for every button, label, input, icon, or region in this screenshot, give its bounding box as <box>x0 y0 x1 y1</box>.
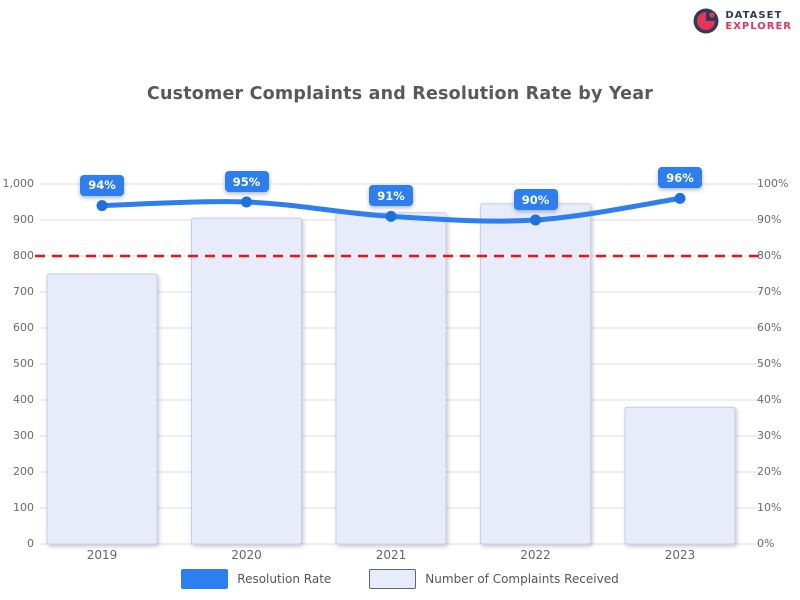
x-axis-label-2023: 2023 <box>664 548 696 562</box>
bar-2021 <box>335 212 447 545</box>
data-point-marker-2019 <box>96 200 108 212</box>
y-axis-right-tick-label: 90% <box>757 213 782 226</box>
y-axis-left-tick-label: 100 <box>13 501 34 514</box>
logo-text-line1: DATASET <box>725 10 783 21</box>
y-axis-left-tick-label: 200 <box>13 465 34 478</box>
x-axis-label-2022: 2022 <box>520 548 551 562</box>
legend-swatch-line-series <box>181 569 229 589</box>
y-axis-left-tick-label: 1,000 <box>2 177 35 190</box>
y-axis-right-tick-label: 20% <box>757 465 782 478</box>
x-axis-label-2019: 2019 <box>86 548 118 562</box>
data-point-marker-2021 <box>385 210 397 222</box>
logo: DATASET EXPLORER <box>692 7 792 35</box>
y-axis-left-tick-label: 700 <box>13 285 34 298</box>
point-badge-2022: 90% <box>513 189 558 210</box>
y-axis-right-tick-label: 100% <box>757 177 789 190</box>
legend-label-line-series: Resolution Rate <box>237 572 332 586</box>
y-axis-right-tick-label: 50% <box>757 357 782 370</box>
point-badge-2020: 95% <box>224 171 269 192</box>
logo-pie-icon <box>693 8 719 34</box>
point-badge-2019: 94% <box>80 174 124 196</box>
legend-label-bar-series: Number of Complaints Received <box>425 572 619 586</box>
y-axis-right-tick-label: 0% <box>757 537 775 550</box>
legend-item-bar: Number of Complaints Received <box>369 569 619 589</box>
y-axis-right-tick-label: 70% <box>757 285 782 298</box>
x-axis-label-2021: 2021 <box>375 548 407 562</box>
y-axis-right-tick-label: 10% <box>757 501 782 514</box>
legend-item-line: Resolution Rate <box>181 569 331 589</box>
chart-title: Customer Complaints and Resolution Rate … <box>146 84 654 104</box>
y-axis-right-tick-label: 30% <box>757 429 782 442</box>
logo-text-line2: EXPLORER <box>725 21 792 32</box>
y-axis-left-tick-label: 400 <box>13 393 34 406</box>
y-axis-right-tick-label: 40% <box>757 393 782 406</box>
y-axis-left-tick-label: 300 <box>13 429 34 442</box>
y-axis-left-tick-label: 500 <box>13 357 34 370</box>
y-axis-right-tick-label: 80% <box>757 249 782 262</box>
y-axis-left-tick-label: 0 <box>27 537 34 550</box>
y-axis-left-tick-label: 900 <box>13 213 34 226</box>
bar-2023 <box>624 406 736 545</box>
point-badge-2023: 96% <box>658 167 702 189</box>
data-point-marker-2023 <box>674 192 686 204</box>
data-point-marker-2022 <box>530 214 541 226</box>
bar-2019 <box>46 273 158 545</box>
data-point-marker-2020 <box>241 196 252 208</box>
y-axis-right-tick-label: 60% <box>757 321 782 334</box>
legend: Resolution Rate Number of Complaints Rec… <box>0 569 800 589</box>
x-axis-label-2020: 2020 <box>231 548 262 562</box>
y-axis-left-tick-label: 800 <box>13 249 34 262</box>
bar-2020 <box>191 217 302 545</box>
legend-swatch-bar-series <box>369 569 417 589</box>
point-badge-2021: 91% <box>369 185 413 207</box>
y-axis-left-tick-label: 600 <box>13 321 34 334</box>
